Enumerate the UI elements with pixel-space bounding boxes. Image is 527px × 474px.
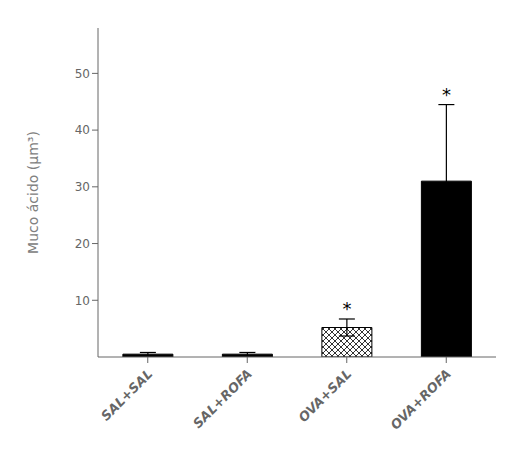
svg-text:SAL+ROFA: SAL+ROFA [190,366,255,431]
svg-text:10: 10 [75,294,90,308]
svg-text:OVA+SAL: OVA+SAL [296,366,355,425]
svg-text:20: 20 [75,237,90,251]
svg-text:SAL+SAL: SAL+SAL [98,366,155,423]
svg-text:OVA+ROFA: OVA+ROFA [388,366,455,433]
svg-text:50: 50 [75,67,90,81]
svg-text:*: * [442,84,451,105]
svg-text:30: 30 [75,180,90,194]
svg-text:40: 40 [75,123,90,137]
svg-text:Muco ácido (μm³): Muco ácido (μm³) [25,131,41,254]
svg-text:*: * [342,298,351,319]
